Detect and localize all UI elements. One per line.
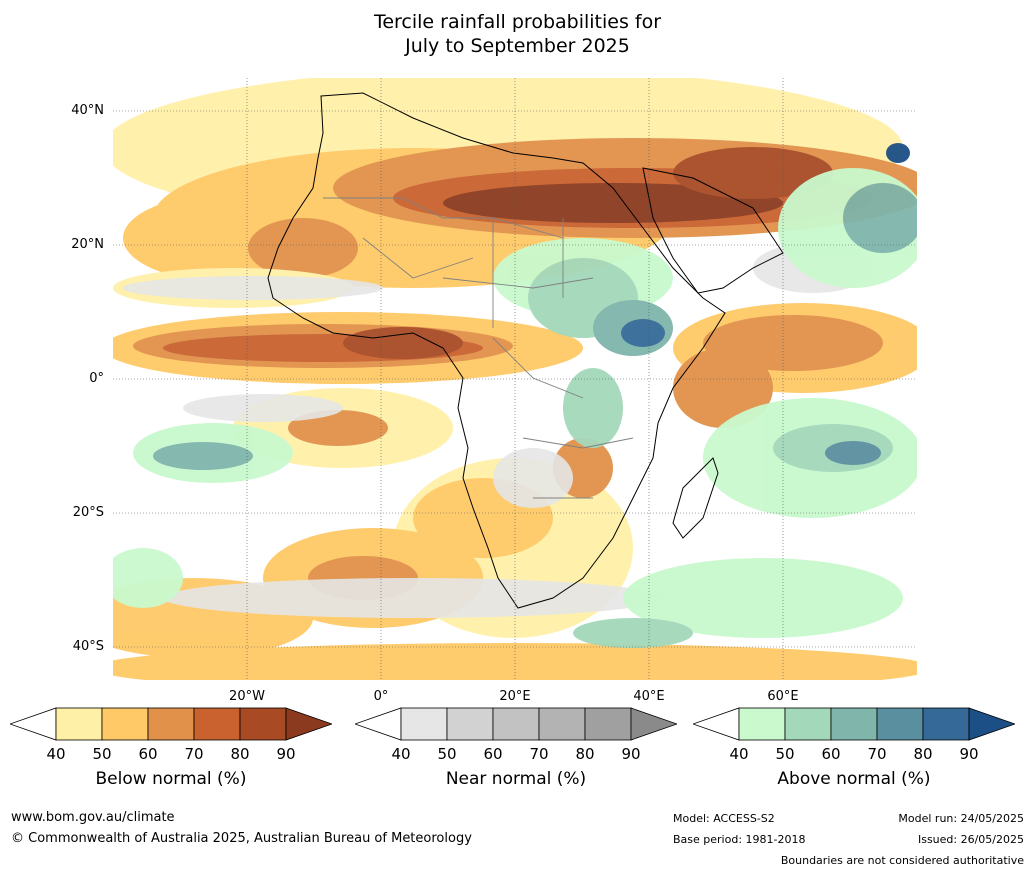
- colorbar-arrow-low: [10, 707, 57, 741]
- colorbar-segment: [538, 707, 586, 741]
- country-borders: [323, 197, 634, 499]
- lon-label-40e: 40°E: [633, 689, 665, 704]
- cb-tick: 50: [92, 745, 112, 763]
- colorbar-segment: [101, 707, 149, 741]
- colorbar-segment: [584, 707, 632, 741]
- cb-tick: 80: [575, 745, 595, 763]
- below-normal-label: Below normal (%): [95, 769, 247, 789]
- colorbar-arrow-low: [355, 707, 402, 741]
- model-text: Model: ACCESS-S2: [673, 812, 775, 825]
- boundaries-note: Boundaries are not considered authoritat…: [780, 854, 1024, 867]
- lat-label-40s: 40°S: [72, 639, 104, 654]
- lat-label-40n: 40°N: [71, 103, 104, 118]
- colorbar-segment: [147, 707, 195, 741]
- colorbar-arrow-low: [693, 707, 740, 741]
- cb-tick: 50: [775, 745, 795, 763]
- near-normal-colorbar: [355, 707, 677, 741]
- rainfall-probability-map: [113, 78, 917, 680]
- map-title-line1: Tercile rainfall probabilities for: [373, 11, 662, 33]
- near-normal-label: Near normal (%): [445, 769, 587, 789]
- cb-tick: 80: [230, 745, 250, 763]
- madagascar-outline: [672, 457, 719, 539]
- cb-tick: 60: [138, 745, 158, 763]
- above-normal-colorbar: [693, 707, 1015, 741]
- cb-tick: 40: [729, 745, 749, 763]
- colorbar-segment: [55, 707, 103, 741]
- arabia-outline: [642, 167, 784, 294]
- below-normal-regions: [113, 78, 917, 680]
- above-normal-label: Above normal (%): [777, 769, 931, 789]
- colorbar-segment: [193, 707, 241, 741]
- lat-label-equator: 0°: [89, 371, 104, 386]
- colorbar-segment: [784, 707, 832, 741]
- map-title-line2: July to September 2025: [405, 35, 630, 57]
- cb-tick: 90: [276, 745, 296, 763]
- colorbar-segment: [876, 707, 924, 741]
- africa-coastline: [267, 92, 726, 609]
- colorbar-arrow-high: [630, 707, 677, 741]
- colorbar-arrow-high: [968, 707, 1015, 741]
- lon-label-0: 0°: [373, 689, 389, 704]
- colorbar-segment: [400, 707, 448, 741]
- cb-tick: 70: [867, 745, 887, 763]
- base-period-text: Base period: 1981-2018: [673, 833, 806, 846]
- website-link[interactable]: www.bom.gov.au/climate: [11, 810, 175, 825]
- lon-label-20e: 20°E: [499, 689, 531, 704]
- colorbar-segment: [830, 707, 878, 741]
- model-run-text: Model run: 24/05/2025: [898, 812, 1024, 825]
- below-normal-colorbar: [10, 707, 332, 741]
- cb-tick: 90: [959, 745, 979, 763]
- above-normal-regions: [113, 143, 917, 648]
- colorbar-segment: [446, 707, 494, 741]
- cb-tick: 40: [46, 745, 66, 763]
- cb-tick: 50: [437, 745, 457, 763]
- lon-label-60e: 60°E: [767, 689, 799, 704]
- graticule: [113, 78, 917, 680]
- colorbar-segment: [239, 707, 287, 741]
- lat-label-20n: 20°N: [71, 237, 104, 252]
- cb-tick: 60: [821, 745, 841, 763]
- cb-tick: 90: [621, 745, 641, 763]
- issued-text: Issued: 26/05/2025: [917, 833, 1024, 846]
- lat-label-20s: 20°S: [72, 505, 104, 520]
- colorbar-segment: [738, 707, 786, 741]
- cb-tick: 40: [391, 745, 411, 763]
- cb-tick: 60: [483, 745, 503, 763]
- cb-tick: 70: [184, 745, 204, 763]
- colorbar-segment: [922, 707, 970, 741]
- copyright-text: © Commonwealth of Australia 2025, Austra…: [11, 831, 472, 846]
- colorbar-segment: [492, 707, 540, 741]
- colorbar-arrow-high: [285, 707, 332, 741]
- lon-label-20w: 20°W: [229, 689, 265, 704]
- cb-tick: 70: [529, 745, 549, 763]
- cb-tick: 80: [913, 745, 933, 763]
